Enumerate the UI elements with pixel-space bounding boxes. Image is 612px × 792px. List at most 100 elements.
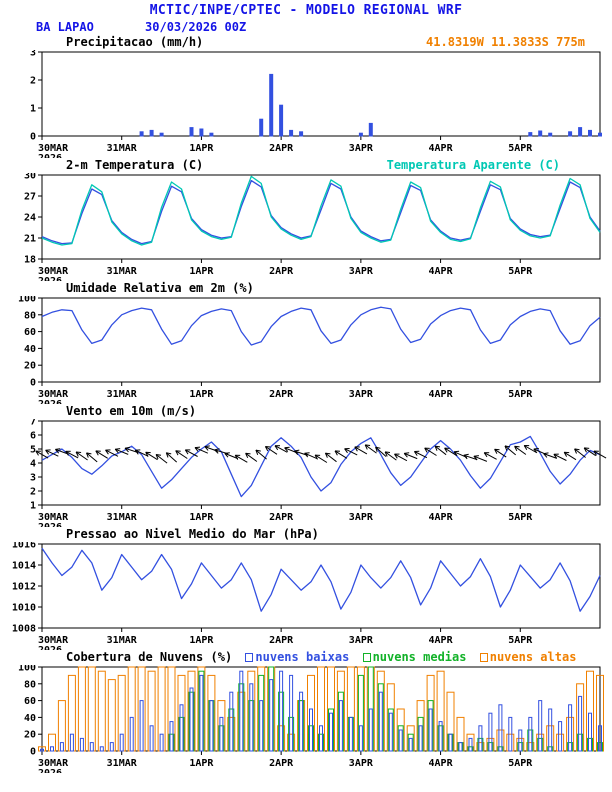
x-tick-label: 30MAR <box>38 143 69 154</box>
nuvens-altas-label: nuvens altas <box>489 650 577 664</box>
series-umidade-relativa <box>41 306 601 346</box>
y-tick-label: 100 <box>18 665 36 674</box>
y-tick-label: 100 <box>18 296 36 305</box>
legend-nuvens-medias: nuvens medias <box>362 650 467 664</box>
series-2-m-temperatura-c- <box>41 179 601 245</box>
x-tick-label: 30MAR <box>38 635 69 646</box>
y-tick-label: 18 <box>24 255 36 266</box>
panel-precipitation: Precipitacao (mm/h) 41.8319W 11.3833S 77… <box>0 35 612 158</box>
x-tick-label: 4APR <box>429 266 454 277</box>
y-tick-label: 1010 <box>12 603 36 614</box>
wind-chart: 1 2 3 4 5 6 7 30MAR2026 31MAR 1APR 2APR 3APR 4APR 5AP… <box>30 419 607 527</box>
y-tick-label: 1014 <box>12 561 36 572</box>
x-tick-label: 4APR <box>429 389 454 400</box>
x-tick-label: 4APR <box>429 512 454 523</box>
y-tick-label: 24 <box>24 213 36 224</box>
x-tick-label: 2APR <box>269 143 294 154</box>
panel-temperature: 2-m Temperatura (C) Temperatura Aparente… <box>0 158 612 281</box>
y-tick-label: 20 <box>24 361 36 372</box>
x-tick-label: 30MAR <box>38 758 69 769</box>
clouds-chart: 0 20 40 60 80 100 30MAR2026 31MAR 1APR 2APR 3APR 4A… <box>18 665 604 773</box>
legend-nuvens-altas: nuvens altas <box>479 650 577 664</box>
y-tick-label: 0 <box>30 132 36 143</box>
y-tick-label: 0 <box>30 378 36 389</box>
x-tick-label: 30MAR <box>38 512 69 523</box>
series-velocidade-do-vento <box>41 435 601 498</box>
y-tick-label: 1008 <box>12 624 36 635</box>
apparent-temperature-label: Temperatura Aparente (C) <box>386 158 560 172</box>
plot-frame <box>41 297 601 383</box>
x-axis-year-label: 2026 <box>38 522 62 527</box>
meteogram-page: MCTIC/INPE/CPTEC - MODELO REGIONAL WRF B… <box>0 3 612 773</box>
x-tick-label: 3APR <box>349 512 374 523</box>
panel-clouds: Cobertura de Nuvens (%) nuvens baixas nu… <box>0 650 612 773</box>
precipitation-chart: 0 1 2 3 30MAR2026 31MAR 1APR 2APR 3APR 4APR 5APR <box>30 50 602 158</box>
plot-frame <box>41 420 601 506</box>
x-tick-label: 30MAR <box>38 389 69 400</box>
series-nuvens-medias <box>168 666 603 752</box>
panel-precipitation-title: Precipitacao (mm/h) <box>66 35 204 49</box>
x-tick-label: 1APR <box>189 512 214 523</box>
x-tick-label: 2APR <box>269 512 294 523</box>
panel-temperature-header: 2-m Temperatura (C) Temperatura Aparente… <box>0 158 612 173</box>
y-tick-label: 1 <box>30 501 36 512</box>
x-tick-label: 1APR <box>189 758 214 769</box>
location-coordinates: 41.8319W 11.3833S 775m <box>426 35 585 49</box>
panel-wind-title: Vento em 10m (m/s) <box>66 404 197 418</box>
x-tick-label: 31MAR <box>107 758 138 769</box>
x-tick-label: 1APR <box>189 266 214 277</box>
x-tick-label: 5APR <box>508 635 533 646</box>
y-tick-label: 80 <box>24 310 36 321</box>
x-tick-label: 5APR <box>508 512 533 523</box>
panel-pressure-header: Pressao ao Nivel Medio do Mar (hPa) <box>0 527 612 542</box>
y-tick-label: 3 <box>30 50 36 59</box>
x-tick-label: 3APR <box>349 143 374 154</box>
x-axis-year-label: 2026 <box>38 276 62 281</box>
y-tick-label: 80 <box>24 679 36 690</box>
y-tick-label: 1016 <box>12 542 36 551</box>
y-tick-label: 5 <box>30 445 36 456</box>
station-name: BA LAPAO <box>36 20 94 34</box>
x-tick-label: 31MAR <box>107 143 138 154</box>
x-tick-label: 5APR <box>508 266 533 277</box>
model-run-datetime: 30/03/2026 00Z <box>145 20 247 34</box>
series-precipitacao <box>139 73 602 137</box>
y-tick-label: 2 <box>30 487 36 498</box>
series-direcao-do-vento-setas- <box>35 444 607 464</box>
page-title: MCTIC/INPE/CPTEC - MODELO REGIONAL WRF <box>149 3 463 18</box>
series-nuvens-baixas <box>40 670 602 752</box>
nuvens-baixas-swatch-icon <box>245 653 254 662</box>
y-tick-label: 6 <box>30 431 36 442</box>
x-tick-label: 4APR <box>429 758 454 769</box>
x-axis-year-label: 2026 <box>38 768 62 773</box>
x-axis-year-label: 2026 <box>38 153 62 158</box>
panel-pressure: Pressao ao Nivel Medio do Mar (hPa) 1008… <box>0 527 612 650</box>
x-tick-label: 2APR <box>269 758 294 769</box>
header-subtitle: BA LAPAO 30/03/2026 00Z <box>0 20 612 35</box>
nuvens-altas-swatch-icon <box>479 653 488 662</box>
x-tick-label: 3APR <box>349 266 374 277</box>
y-tick-label: 30 <box>24 173 36 182</box>
x-tick-label: 1APR <box>189 389 214 400</box>
y-tick-label: 0 <box>30 747 36 758</box>
y-tick-label: 4 <box>30 459 36 470</box>
series-pressao-nivel-do-mar <box>41 547 601 612</box>
x-tick-label: 1APR <box>189 143 214 154</box>
y-tick-label: 27 <box>24 192 36 203</box>
x-tick-label: 2APR <box>269 389 294 400</box>
x-tick-label: 31MAR <box>107 635 138 646</box>
legend-nuvens-baixas: nuvens baixas <box>245 650 349 664</box>
nuvens-medias-label: nuvens medias <box>372 650 467 664</box>
y-tick-label: 3 <box>30 473 36 484</box>
x-tick-label: 4APR <box>429 635 454 646</box>
plot-frame <box>41 174 601 260</box>
panel-humidity-title: Umidade Relativa em 2m (%) <box>66 281 254 295</box>
x-tick-label: 31MAR <box>107 389 138 400</box>
plot-frame <box>41 51 601 137</box>
x-tick-label: 5APR <box>508 389 533 400</box>
panel-clouds-header: Cobertura de Nuvens (%) nuvens baixas nu… <box>0 650 612 665</box>
humidity-chart: 0 20 40 60 80 100 30MAR2026 31MAR 1APR 2APR 3APR 4A… <box>18 296 601 404</box>
y-tick-label: 40 <box>24 344 36 355</box>
plot-frame <box>41 543 601 629</box>
x-tick-label: 2APR <box>269 635 294 646</box>
